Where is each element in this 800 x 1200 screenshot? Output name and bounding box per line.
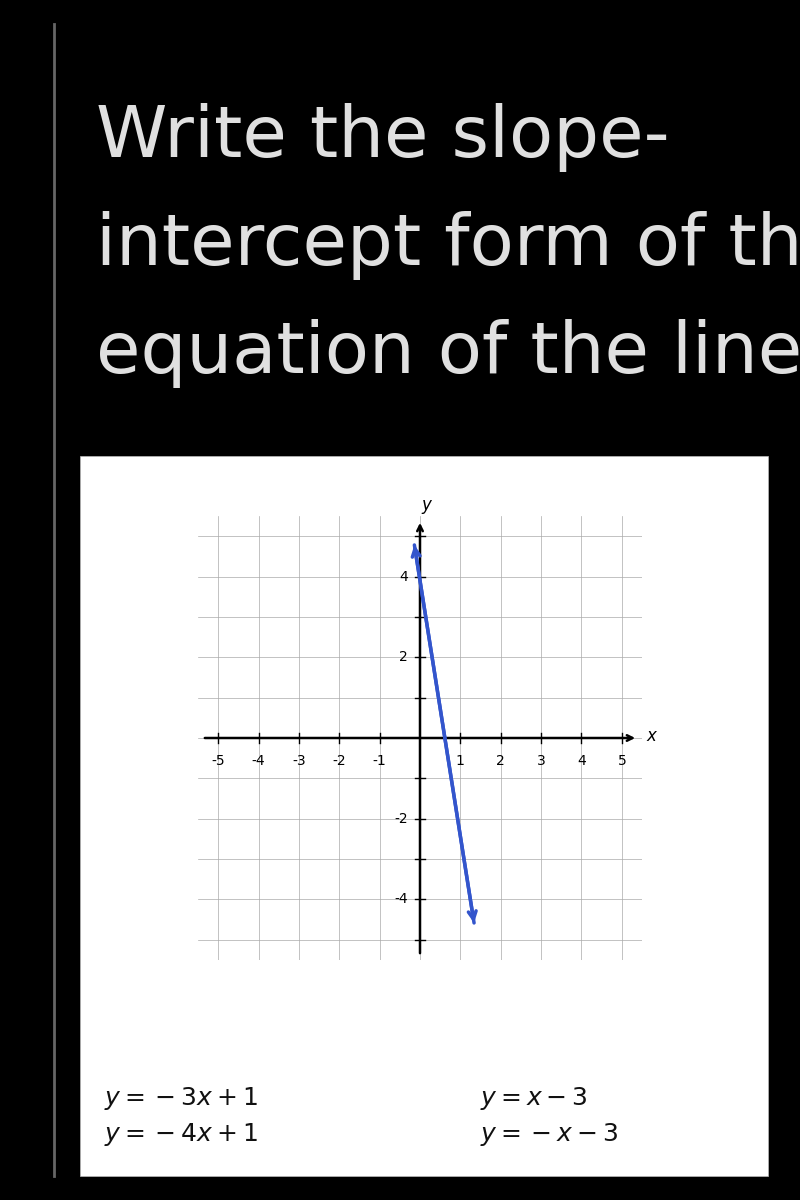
Text: $y$: $y$ [421, 498, 434, 516]
Text: -5: -5 [211, 754, 225, 768]
Text: 2: 2 [496, 754, 505, 768]
Text: $y = x - 3$: $y = x - 3$ [480, 1085, 587, 1111]
Text: 2: 2 [399, 650, 408, 665]
Text: 1: 1 [456, 754, 465, 768]
Text: -3: -3 [292, 754, 306, 768]
Text: Write the slope-: Write the slope- [96, 103, 670, 173]
Text: -4: -4 [252, 754, 266, 768]
Text: $y = -x - 3$: $y = -x - 3$ [480, 1121, 618, 1147]
Text: -1: -1 [373, 754, 386, 768]
Text: $x$: $x$ [646, 727, 658, 745]
Text: intercept form of the: intercept form of the [96, 211, 800, 281]
Text: 3: 3 [537, 754, 546, 768]
Text: 5: 5 [618, 754, 626, 768]
Text: -4: -4 [394, 893, 408, 906]
Text: 4: 4 [577, 754, 586, 768]
Text: -2: -2 [394, 811, 408, 826]
Text: $y = -3x + 1$: $y = -3x + 1$ [104, 1085, 258, 1111]
Text: $y = -4x + 1$: $y = -4x + 1$ [104, 1121, 258, 1147]
Text: equation of the line.: equation of the line. [96, 319, 800, 389]
FancyBboxPatch shape [80, 456, 768, 1176]
Text: 4: 4 [399, 570, 408, 583]
Text: -2: -2 [333, 754, 346, 768]
